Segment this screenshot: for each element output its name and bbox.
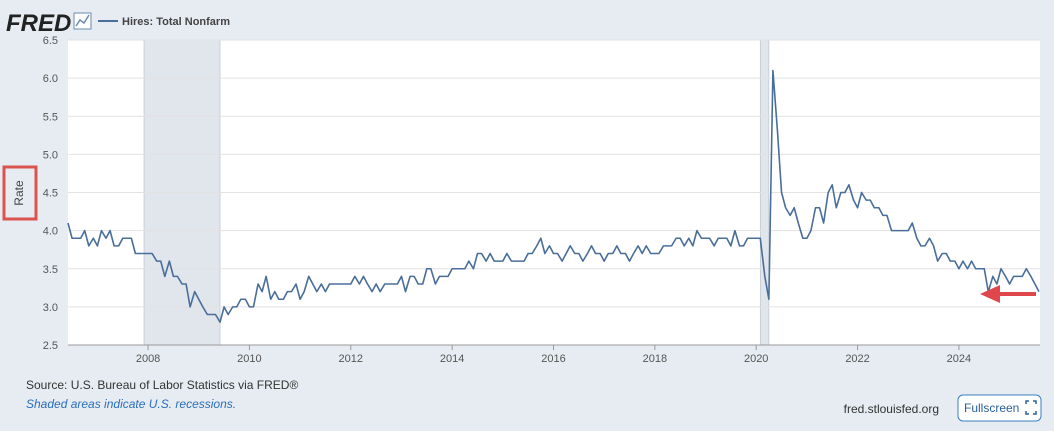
source: Source: U.S. Bureau of Labor Statistics … [26,378,298,392]
annotation-arrow [980,285,1036,303]
logo: FRED [6,10,71,37]
y-tick-label: 5.0 [43,149,58,161]
y-tick-label: 3.5 [43,264,58,276]
y-tick-label: 5.5 [43,111,58,123]
site-url[interactable]: fred.stlouisfed.org [844,402,939,416]
note: Shaded areas indicate U.S. recessions. [26,397,236,411]
y-tick-label: 4.0 [43,226,58,238]
legend-label: Hires: Total Nonfarm [122,16,230,28]
logo-icon [73,12,92,30]
x-tick-label: 2020 [744,353,768,365]
fullscreen-button[interactable]: Fullscreen [957,394,1042,422]
x-tick-label: 2010 [237,353,261,365]
x-tick-label: 2024 [947,353,971,365]
x-tick-label: 2022 [845,353,869,365]
button-label[interactable]: Fullscreen [964,401,1019,415]
y-tick-label: 6.0 [43,73,58,85]
data-line [67,69,1040,323]
x-tick-label: 2016 [541,353,565,365]
x-tick-label: 2014 [440,353,464,365]
y-tick-label: 4.5 [43,188,58,200]
y-tick-label: 2.5 [43,340,58,352]
x-tick-label: 2018 [643,353,667,365]
y-axis-label: Rate [12,180,26,206]
y-tick-label: 6.5 [43,35,58,47]
x-tick-label: 2008 [136,353,160,365]
x-tick-label: 2012 [339,353,363,365]
highlight-box [2,165,38,221]
y-tick-label: 3.0 [43,302,58,314]
